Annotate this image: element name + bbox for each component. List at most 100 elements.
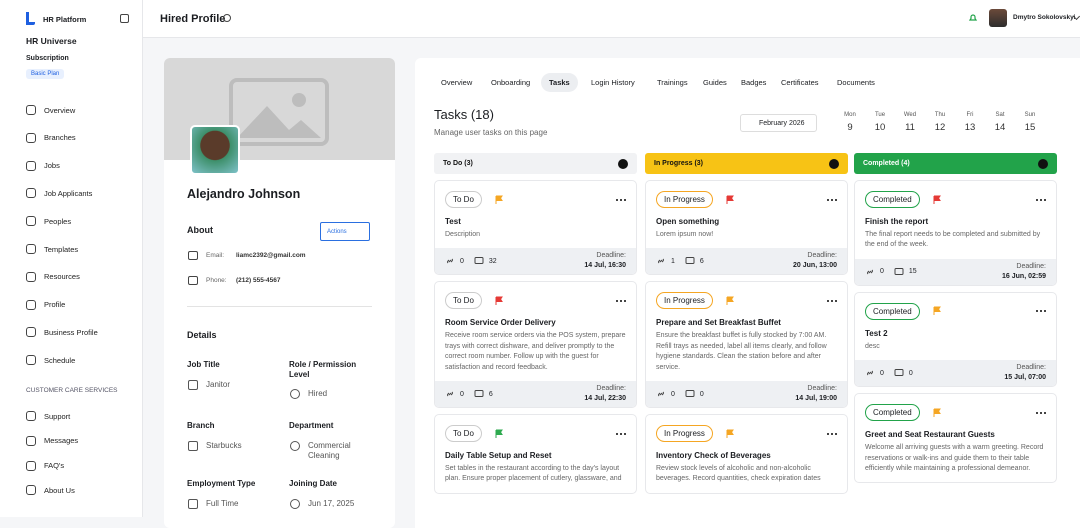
task-card[interactable]: Completed Test 2 desc 0 0 Deadline: 15 Jul, 07… — [854, 291, 1057, 388]
priority-flag — [932, 408, 942, 418]
weekday[interactable]: Sat — [995, 112, 1005, 118]
tasks-panel: Overview Onboarding Tasks Login History Trai… — [415, 58, 1080, 528]
weekday[interactable]: Sun — [1024, 112, 1036, 118]
tab[interactable]: Badges — [741, 78, 767, 87]
card-description: Set tables in the restaurant according t… — [445, 465, 622, 483]
task-card[interactable]: Completed Finish the report The final repo… — [854, 180, 1057, 286]
card-top: To Do — [445, 191, 626, 208]
user-name: Dmytro Sokolovskyi — [1013, 14, 1076, 21]
tab[interactable]: Trainings — [657, 78, 688, 87]
deadline-value: 16 Jun, 02:59 — [1002, 272, 1046, 280]
date[interactable]: 10 — [874, 122, 886, 133]
date[interactable]: 15 — [1024, 122, 1036, 133]
comment-icon — [474, 256, 484, 266]
task-card[interactable]: In Progress Inventory Check of Beverages R… — [645, 414, 848, 494]
user-avatar[interactable] — [989, 9, 1007, 27]
tab[interactable]: Onboarding — [491, 78, 531, 87]
date[interactable]: 9 — [847, 122, 853, 133]
nav-item[interactable]: Business Profile — [26, 327, 98, 338]
task-card[interactable]: To Do Daily Table Setup and Reset Set tabl… — [434, 414, 637, 494]
nav-item[interactable]: Schedule — [26, 355, 75, 366]
card-menu[interactable] — [827, 299, 837, 302]
collapse-button[interactable] — [120, 14, 129, 23]
weekday[interactable]: Thu — [934, 112, 946, 118]
date[interactable]: 13 — [964, 122, 976, 133]
link-icon-svg — [447, 259, 453, 264]
tab[interactable]: Login History — [591, 78, 635, 87]
nav-icon — [26, 355, 36, 366]
nav-item[interactable]: Jobs — [26, 160, 60, 171]
task-column: Completed (4) Completed Finish the report T… — [854, 153, 1057, 484]
tab[interactable]: Documents — [837, 78, 875, 87]
field-label: Department — [289, 421, 334, 430]
section-title: CUSTOMER CARE SERVICES — [26, 387, 118, 394]
priority-flag-svg — [726, 429, 734, 438]
card-top: In Progress — [656, 425, 837, 443]
card-menu[interactable] — [616, 198, 626, 201]
priority-flag-svg — [726, 195, 734, 204]
deadline-label: Deadline: — [807, 252, 837, 260]
weekday[interactable]: Wed — [903, 112, 917, 118]
nav-item[interactable]: Resources — [26, 271, 80, 282]
card-footer: 0 0 Deadline: 15 Jul, 07:00 — [855, 360, 1056, 387]
card-menu[interactable] — [616, 299, 626, 302]
weekday[interactable]: Mon — [844, 112, 856, 118]
card-footer: 0 6 Deadline: 14 Jul, 22:30 — [435, 381, 636, 408]
tab[interactable]: Certificates — [781, 78, 819, 87]
priority-flag-svg — [933, 195, 941, 204]
actions-button[interactable]: Actions — [320, 222, 370, 241]
card-title: Room Service Order Delivery — [445, 318, 556, 328]
card-description: desc — [865, 342, 880, 350]
nav-item[interactable]: FAQ's — [26, 460, 64, 471]
nav-item[interactable]: Job Applicants — [26, 188, 92, 199]
weekday[interactable]: Tue — [874, 112, 886, 118]
card-menu[interactable] — [616, 432, 626, 435]
task-card[interactable]: In Progress Open something Lorem ipsum now… — [645, 180, 848, 276]
deadline-value: 15 Jul, 07:00 — [1004, 374, 1046, 382]
card-menu[interactable] — [827, 432, 837, 435]
nav-item[interactable]: Profile — [26, 299, 65, 310]
task-card[interactable]: In Progress Prepare and Set Breakfast Buf… — [645, 281, 848, 409]
nav-item[interactable]: Templates — [26, 244, 78, 254]
date[interactable]: 12 — [934, 122, 946, 133]
task-card[interactable]: To Do Test Description 0 32 Deadline: 14 Jul, … — [434, 180, 637, 276]
card-footer: 0 15 Deadline: 16 Jun, 02:59 — [855, 258, 1056, 285]
card-menu[interactable] — [1036, 198, 1046, 201]
weekday[interactable]: Fri — [966, 112, 974, 118]
org-name: HR Universe — [26, 36, 77, 46]
date[interactable]: 14 — [994, 122, 1006, 133]
add-task-button[interactable] — [829, 158, 839, 169]
task-card[interactable]: To Do Room Service Order Delivery Receive … — [434, 281, 637, 409]
nav-item[interactable]: Peoples — [26, 216, 71, 227]
nav-item[interactable]: Branches — [26, 132, 76, 143]
month-select[interactable]: February 2026 — [740, 114, 817, 132]
card-body: In Progress Open something Lorem ipsum now… — [646, 181, 847, 248]
link-count: 1 — [671, 257, 675, 265]
card-description: Ensure the breakfast buffet is fully sto… — [656, 332, 827, 371]
nav-item[interactable]: About Us — [26, 485, 75, 496]
tab[interactable]: Guides — [703, 78, 727, 87]
priority-flag-svg — [933, 408, 941, 417]
tab[interactable]: Overview — [441, 78, 473, 87]
sidebar: HR Platform HR Universe Subscription Basic … — [0, 0, 143, 517]
deadline-label: Deadline: — [1016, 262, 1046, 270]
comment-icon — [894, 368, 904, 378]
date[interactable]: 11 — [905, 122, 915, 133]
nav-item[interactable]: Overview — [26, 105, 75, 115]
nav-icon — [26, 271, 36, 282]
tab[interactable]: Tasks — [541, 73, 578, 92]
nav-item[interactable]: Support — [26, 411, 70, 421]
card-menu[interactable] — [1036, 310, 1046, 313]
link-icon — [656, 256, 666, 266]
add-task-button[interactable] — [618, 158, 628, 169]
card-menu[interactable] — [827, 198, 837, 201]
add-task-button[interactable] — [1038, 158, 1048, 169]
nav-item[interactable]: Messages — [26, 435, 78, 446]
priority-flag — [494, 195, 504, 205]
card-footer: 0 0 Deadline: 14 Jul, 19:00 — [646, 381, 847, 408]
field-value: Full Time — [206, 499, 239, 508]
nav-icon — [26, 132, 36, 143]
nav-label: Business Profile — [44, 327, 98, 337]
task-card[interactable]: Completed Greet and Seat Restaurant Guest… — [854, 393, 1057, 484]
card-menu[interactable] — [1036, 411, 1046, 414]
